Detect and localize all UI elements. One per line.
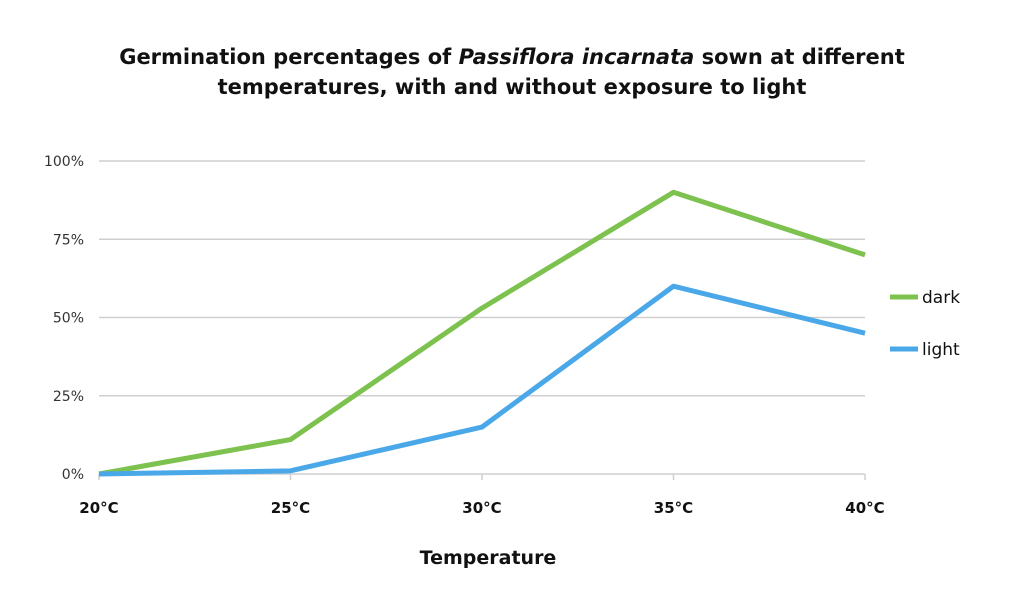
title-line2: temperatures, with and without exposure … — [217, 75, 807, 99]
series-line-dark — [98, 189, 866, 477]
title-part: Germination percentages of — [119, 45, 459, 69]
series-line-light — [98, 283, 866, 477]
x-tick-label: 35°C — [654, 499, 693, 517]
chart-title: Germination percentages of Passiflora in… — [0, 42, 1024, 102]
y-tick-label: 75% — [53, 232, 84, 248]
x-tick-label: 25°C — [271, 499, 310, 517]
legend-label-dark: dark — [922, 288, 960, 308]
x-tick-label: 30°C — [462, 499, 501, 517]
x-tick-label: 40°C — [845, 499, 884, 517]
x-axis-label: Temperature — [420, 547, 557, 569]
y-tick-label: 0% — [62, 467, 84, 483]
title-species: Passiflora incarnata — [458, 45, 695, 69]
y-tick-label: 25% — [53, 389, 84, 405]
y-tick-label: 100% — [44, 154, 84, 170]
y-tick-label: 50% — [53, 311, 84, 327]
legend-label-light: light — [922, 340, 960, 360]
x-tick-label: 20°C — [79, 499, 118, 517]
title-part: sown at different — [694, 45, 905, 69]
